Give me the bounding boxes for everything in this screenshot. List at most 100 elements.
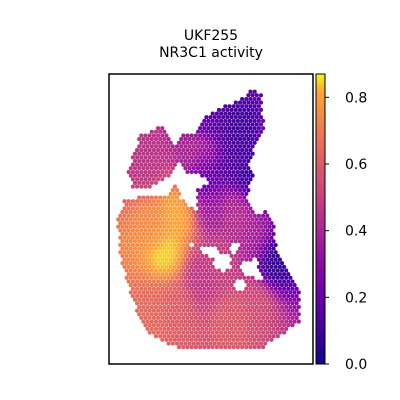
spot xyxy=(166,224,171,229)
spot xyxy=(261,228,266,233)
spot xyxy=(206,177,211,182)
spot xyxy=(233,100,238,105)
spot xyxy=(181,323,186,328)
spot xyxy=(122,199,127,204)
spot xyxy=(221,275,226,280)
spot xyxy=(248,96,253,102)
spot xyxy=(223,177,228,182)
spot xyxy=(248,345,253,350)
spot xyxy=(223,213,228,218)
spot xyxy=(252,96,257,102)
spot xyxy=(246,231,251,237)
spot xyxy=(229,231,234,237)
spot xyxy=(202,155,207,160)
spot xyxy=(174,246,180,251)
spot xyxy=(185,337,190,342)
spot xyxy=(128,217,133,222)
spot xyxy=(229,166,234,171)
spot xyxy=(177,323,182,328)
spot xyxy=(231,118,236,123)
spot xyxy=(164,242,169,248)
spot xyxy=(204,290,209,295)
spot xyxy=(227,345,232,350)
spot xyxy=(235,118,240,123)
spot xyxy=(156,257,161,262)
spot xyxy=(145,246,150,251)
spot xyxy=(219,330,224,335)
spot xyxy=(168,155,173,160)
spot xyxy=(279,304,285,310)
spot xyxy=(258,261,264,266)
spot xyxy=(204,253,209,258)
spot xyxy=(149,137,154,142)
spot xyxy=(216,326,222,331)
spot xyxy=(229,202,234,207)
spot xyxy=(177,257,182,262)
spot xyxy=(256,337,261,342)
spot xyxy=(160,242,165,248)
spot xyxy=(219,140,224,145)
spot xyxy=(168,213,173,218)
spot xyxy=(254,122,259,127)
spot xyxy=(267,231,272,237)
spot xyxy=(181,162,186,167)
spot xyxy=(158,195,163,200)
spot xyxy=(174,319,180,324)
spot xyxy=(162,268,167,273)
spot xyxy=(139,177,144,182)
spot xyxy=(172,148,177,153)
spot xyxy=(164,199,169,204)
spot xyxy=(246,122,251,127)
spot xyxy=(156,330,161,335)
spot xyxy=(124,224,129,229)
spot xyxy=(170,239,175,244)
spot xyxy=(246,137,251,142)
spot xyxy=(206,257,211,262)
spot xyxy=(227,272,232,277)
spot xyxy=(177,301,182,306)
spot xyxy=(139,308,144,313)
spot xyxy=(204,224,209,229)
spot xyxy=(158,261,163,266)
spot xyxy=(261,294,266,299)
spot xyxy=(147,162,152,167)
spot xyxy=(258,129,264,134)
spot xyxy=(179,151,184,156)
spot xyxy=(198,250,203,255)
spot xyxy=(246,312,251,317)
spot xyxy=(195,275,201,280)
spot xyxy=(202,184,207,189)
spot xyxy=(174,195,180,200)
spot xyxy=(273,257,278,262)
spot xyxy=(223,199,228,204)
spot xyxy=(193,330,198,335)
spot xyxy=(265,213,270,218)
spot xyxy=(156,169,161,175)
spot xyxy=(164,140,169,145)
spot xyxy=(160,301,165,306)
spot xyxy=(166,246,171,251)
spot xyxy=(244,242,249,248)
spot xyxy=(200,261,205,266)
spot xyxy=(177,199,182,204)
spot xyxy=(275,290,280,295)
spot xyxy=(212,158,217,164)
spot xyxy=(233,231,238,237)
spot xyxy=(193,235,198,240)
spot xyxy=(132,202,138,207)
spot xyxy=(248,104,253,109)
spot xyxy=(158,319,163,324)
spot xyxy=(267,290,272,295)
spot xyxy=(187,283,192,288)
spot xyxy=(252,345,257,350)
spot xyxy=(135,213,140,218)
spot xyxy=(189,279,194,284)
spot xyxy=(244,184,249,189)
spot xyxy=(145,144,150,149)
spot xyxy=(153,202,159,207)
spot xyxy=(261,323,266,328)
spot xyxy=(235,315,240,320)
spot xyxy=(200,202,205,207)
spot xyxy=(212,144,217,149)
spot xyxy=(187,297,192,302)
